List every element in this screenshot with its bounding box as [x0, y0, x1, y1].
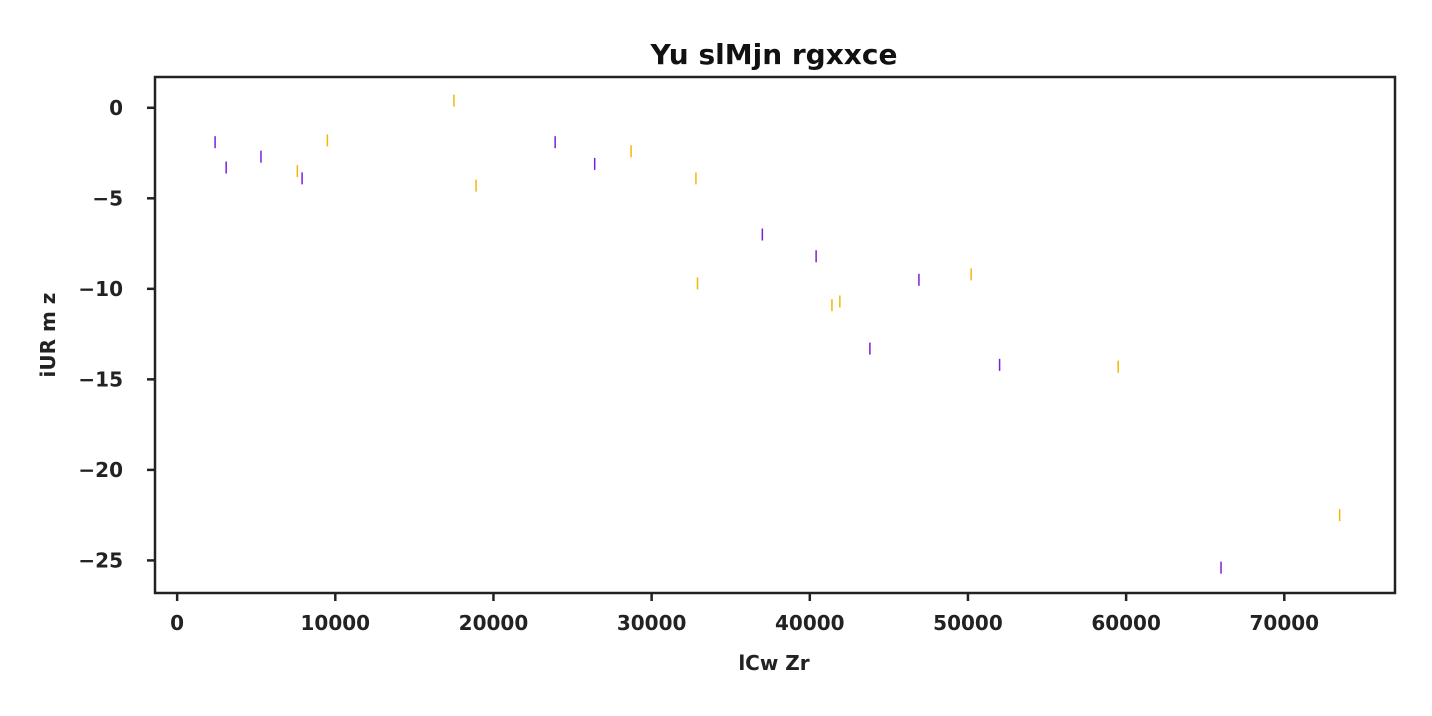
- x-tick-label: 40000: [775, 611, 845, 635]
- scatter-marks: [214, 94, 1341, 574]
- x-axis: 0 10000 20000 30000 40000 50000 60000 70000: [170, 593, 1319, 635]
- y-tick-label: −15: [78, 367, 123, 391]
- plot-frame: [153, 75, 1397, 595]
- x-tick-label: 20000: [459, 611, 529, 635]
- x-tick-label: 50000: [933, 611, 1003, 635]
- y-tick-label: −25: [78, 548, 123, 572]
- y-tick-label: −5: [92, 186, 123, 210]
- y-axis-label: iUR m z: [36, 293, 60, 378]
- y-axis: 0 −5 −10 −15 −20 −25: [78, 96, 155, 572]
- x-tick-label: 0: [170, 611, 184, 635]
- x-axis-label: lCw Zr: [738, 651, 809, 675]
- chart-title: Yu slMjn rgxxce: [650, 38, 898, 71]
- x-tick-label: 10000: [301, 611, 371, 635]
- x-tick-label: 70000: [1249, 611, 1319, 635]
- y-tick-label: 0: [109, 96, 123, 120]
- y-tick-label: −20: [78, 458, 123, 482]
- x-tick-label: 60000: [1091, 611, 1161, 635]
- y-tick-label: −10: [78, 277, 123, 301]
- x-tick-label: 30000: [617, 611, 687, 635]
